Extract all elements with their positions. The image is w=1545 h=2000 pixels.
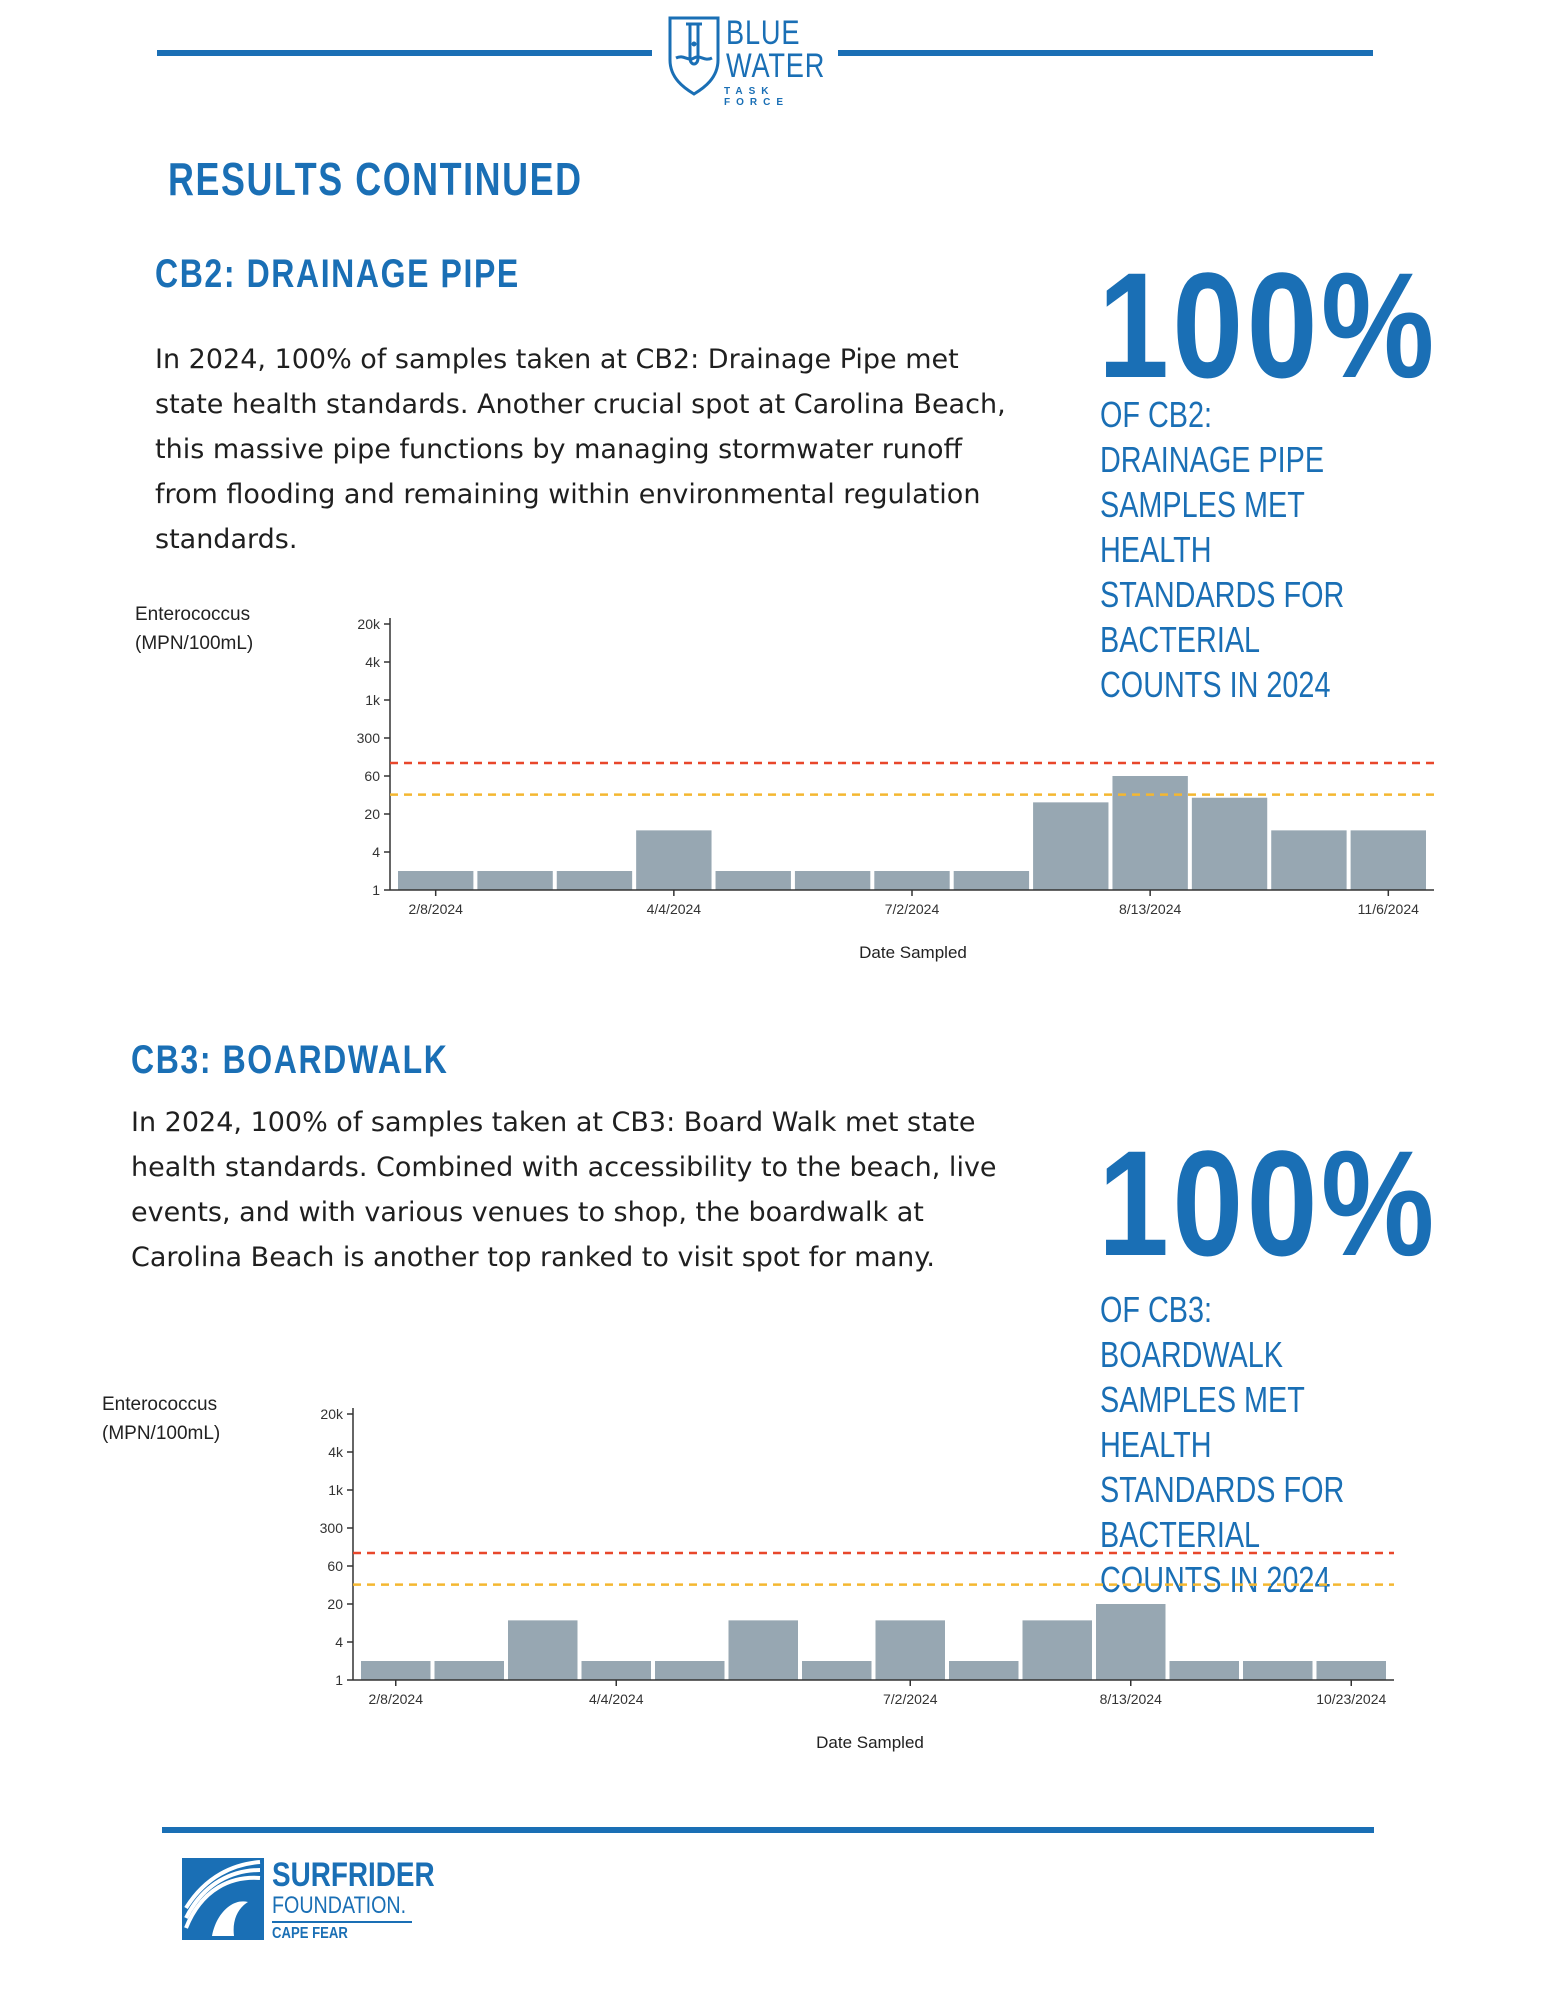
bar [508, 1620, 578, 1680]
section-title-cb2: CB2: DRAINAGE PIPE [155, 252, 520, 296]
cape-fear-word: CAPE FEAR [272, 1925, 348, 1942]
x-tick-label: 4/4/2024 [647, 901, 702, 917]
stat-value-cb3: 100% [1098, 1119, 1438, 1287]
footer-divider [272, 1921, 412, 1923]
y-tick-label: 20k [357, 616, 381, 632]
chart-ylabel-line2: (MPN/100mL) [102, 1423, 220, 1444]
x-tick-label: 11/6/2024 [1358, 901, 1419, 917]
bar [398, 871, 474, 890]
y-tick-label: 4 [372, 844, 380, 860]
bar [581, 1661, 651, 1680]
y-tick-label: 20 [364, 806, 380, 822]
x-tick-label: 8/13/2024 [1119, 901, 1181, 917]
shield-icon [668, 16, 720, 96]
page-title: RESULTS CONTINUED [168, 153, 583, 205]
surfrider-word: SURFRIDER [272, 1856, 435, 1894]
bar [556, 871, 633, 890]
bar [1271, 830, 1347, 890]
bar [636, 830, 712, 890]
blue-water-logo: BLUE WATER TASK FORCE [666, 14, 836, 108]
bar [1112, 776, 1188, 890]
bar [1022, 1620, 1092, 1680]
bar [1350, 830, 1426, 890]
chart-ylabel-line1: Enterococcus [102, 1394, 217, 1415]
logo-word-water: WATER [726, 47, 826, 85]
y-tick-label: 1k [328, 1482, 344, 1498]
foundation-word: FOUNDATION. [272, 1892, 407, 1919]
header-rule-right [838, 50, 1373, 56]
y-tick-label: 60 [327, 1558, 343, 1574]
bar [953, 871, 1030, 890]
bar [874, 871, 950, 890]
section-body-cb2: In 2024, 100% of samples taken at CB2: D… [155, 344, 1006, 555]
logo-word-task-force: TASK FORCE [724, 86, 789, 108]
surfrider-logo: SURFRIDER FOUNDATION. CAPE FEAR [182, 1856, 435, 1948]
y-tick-label: 1 [335, 1672, 343, 1688]
x-tick-label: 7/2/2024 [883, 1691, 938, 1707]
header-rule-left [157, 50, 652, 56]
y-tick-label: 4 [335, 1634, 343, 1650]
x-tick-label: 2/8/2024 [408, 901, 463, 917]
section-body-cb3: In 2024, 100% of samples taken at CB3: B… [131, 1107, 997, 1273]
y-tick-label: 300 [357, 730, 381, 746]
x-tick-label: 2/8/2024 [369, 1691, 424, 1707]
x-tick-label: 7/2/2024 [885, 901, 940, 917]
bar [875, 1620, 945, 1680]
x-tick-label: 8/13/2024 [1100, 1691, 1162, 1707]
y-tick-label: 4k [365, 654, 381, 670]
bar [655, 1661, 725, 1680]
bar [715, 871, 791, 890]
y-tick-label: 300 [320, 1520, 344, 1536]
stat-caption-cb2: OF CB2: DRAINAGE PIPE SAMPLES MET HEALTH… [1100, 394, 1345, 705]
y-tick-label: 4k [328, 1444, 344, 1460]
y-tick-label: 60 [364, 768, 380, 784]
stat-caption-cb3: OF CB3: BOARDWALK SAMPLES MET HEALTH STA… [1100, 1289, 1345, 1600]
bar [1191, 797, 1268, 890]
bar [1316, 1661, 1386, 1680]
stat-value-cb2: 100% [1098, 241, 1438, 409]
chart-ylabel-line1: Enterococcus [135, 604, 250, 625]
x-tick-label: 4/4/2024 [589, 1691, 644, 1707]
y-tick-label: 1k [365, 692, 381, 708]
chart-xlabel: Date Sampled [859, 943, 967, 962]
bar [434, 1661, 504, 1680]
bar [361, 1661, 431, 1680]
enterococcus-chart-cb3: Enterococcus (MPN/100mL) 1 4 20 60 300 1k 4k 20… [102, 1394, 1394, 1752]
bar [1096, 1604, 1166, 1680]
bar [802, 1661, 872, 1680]
enterococcus-chart-cb2: Enterococcus (MPN/100mL) 1 4 20 60 300 1k 4k 20… [135, 604, 1440, 962]
chart-xlabel: Date Sampled [816, 1733, 924, 1752]
logo-word-blue: BLUE [726, 14, 801, 52]
bar [728, 1620, 798, 1680]
y-tick-label: 1 [372, 882, 380, 898]
bar [1033, 802, 1109, 890]
chart-ylabel-line2: (MPN/100mL) [135, 633, 253, 654]
section-title-cb3: CB3: BOARDWALK [131, 1038, 449, 1082]
x-tick-label: 10/23/2024 [1316, 1691, 1386, 1707]
bar [794, 871, 871, 890]
surfrider-wave-icon [182, 1858, 264, 1940]
bar [477, 871, 553, 890]
bar [949, 1661, 1019, 1680]
bar [1169, 1661, 1239, 1680]
bar [1243, 1661, 1313, 1680]
y-tick-label: 20 [327, 1596, 343, 1612]
y-tick-label: 20k [320, 1406, 344, 1422]
footer-rule [162, 1827, 1374, 1833]
